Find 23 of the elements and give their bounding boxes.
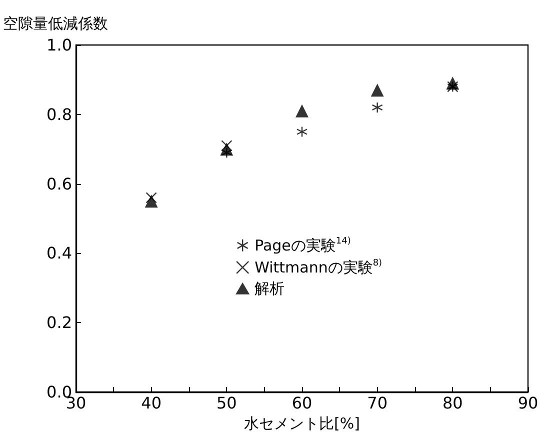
y-axis-title: 空隙量低減係数 <box>3 14 108 32</box>
x-tick-label: 60 <box>292 394 312 412</box>
point <box>146 192 157 204</box>
point <box>144 194 158 208</box>
legend-label: 解析 <box>254 279 285 298</box>
point <box>296 126 308 138</box>
x-tick-label: 70 <box>367 394 388 412</box>
point <box>220 142 234 156</box>
point <box>296 104 308 118</box>
point <box>370 84 384 97</box>
y-tick-label: 1.0 <box>46 36 72 54</box>
x-axis-title: 水セメント比[%] <box>244 414 360 432</box>
point <box>446 76 460 90</box>
y-tick-label: 0.8 <box>46 104 72 124</box>
x-tick-label: 40 <box>141 394 162 412</box>
x-tick-label: 80 <box>442 394 463 412</box>
y-tick-label: 0.2 <box>46 313 72 332</box>
x-tick-label: 50 <box>216 394 237 412</box>
y-tick-label: 0.6 <box>46 174 72 194</box>
x-tick-label: 90 <box>518 394 538 412</box>
point <box>372 102 383 114</box>
point <box>221 140 232 152</box>
y-tick-label: 0.4 <box>46 244 72 263</box>
